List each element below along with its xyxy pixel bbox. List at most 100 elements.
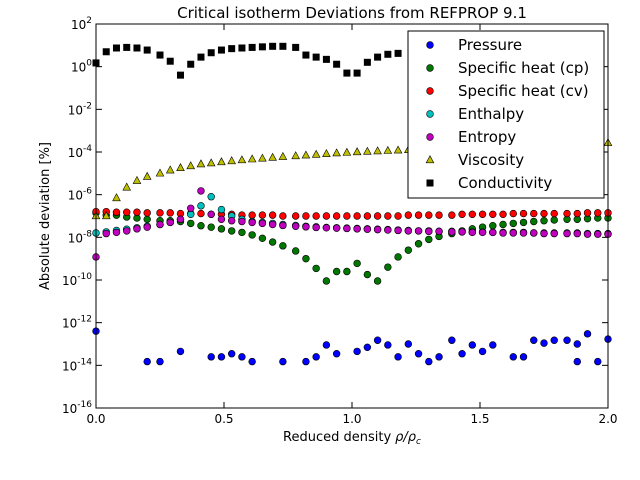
data-point-specific-heat-cp	[353, 259, 361, 268]
data-point-viscosity	[142, 171, 152, 180]
data-point-specific-heat-cv	[519, 209, 528, 218]
data-point-specific-heat-cp	[363, 270, 372, 279]
data-point-specific-heat-cp	[394, 253, 402, 261]
y-tick-label: 10-12	[62, 315, 92, 331]
data-point-pressure	[414, 350, 423, 358]
data-point-entropy	[373, 225, 382, 234]
data-point-viscosity	[132, 175, 142, 184]
data-point-viscosity	[101, 211, 111, 220]
data-point-pressure	[217, 353, 226, 361]
data-point-entropy	[384, 226, 392, 234]
data-point-specific-heat-cv	[489, 210, 497, 219]
data-point-conductivity	[292, 43, 300, 51]
data-point-specific-heat-cv	[133, 208, 141, 216]
series-pressure	[92, 327, 612, 366]
x-axis-ticks: 0.0 0.5 1.0 1.5 2.0	[86, 24, 618, 426]
data-point-viscosity	[155, 168, 165, 177]
data-point-specific-heat-cv	[435, 211, 443, 219]
data-point-viscosity	[383, 145, 393, 154]
data-point-specific-heat-cv	[509, 209, 517, 218]
data-point-entropy	[489, 228, 497, 237]
data-point-viscosity	[176, 163, 185, 171]
data-point-pressure	[176, 347, 185, 356]
data-point-viscosity	[122, 182, 132, 191]
data-point-specific-heat-cv	[197, 209, 205, 218]
legend-label: Specific heat (cv)	[458, 82, 589, 100]
data-point-conductivity	[176, 71, 184, 79]
data-point-specific-heat-cp	[414, 240, 423, 248]
data-point-specific-heat-cp	[258, 234, 267, 243]
data-point-entropy	[435, 227, 443, 236]
x-tick-label: 0.0	[86, 412, 105, 426]
legend-label: Pressure	[458, 36, 522, 54]
data-point-conductivity	[279, 42, 287, 50]
data-point-viscosity	[196, 159, 206, 168]
data-point-specific-heat-cp	[322, 277, 331, 285]
data-point-entropy	[291, 222, 300, 230]
data-point-viscosity	[373, 146, 382, 155]
data-point-entropy	[166, 218, 174, 227]
data-point-specific-heat-cv	[279, 212, 287, 220]
data-point-specific-heat-cv	[123, 208, 131, 216]
data-point-viscosity	[311, 149, 321, 158]
legend-marker-pressure	[426, 41, 434, 49]
data-point-entropy	[133, 225, 141, 233]
data-point-specific-heat-cv	[156, 209, 164, 217]
data-point-entropy	[123, 227, 131, 235]
data-point-entropy	[143, 223, 151, 231]
data-point-viscosity	[258, 153, 267, 162]
data-point-specific-heat-cv	[258, 211, 267, 219]
data-point-entropy	[258, 219, 267, 228]
x-tick-label: 1.0	[342, 412, 361, 426]
data-point-pressure	[363, 343, 372, 352]
y-tick-label: 10-4	[68, 144, 93, 160]
legend-item-specific-heat-cp: Specific heat (cp)	[426, 59, 589, 77]
data-point-viscosity	[291, 151, 300, 160]
data-point-specific-heat-cv	[583, 209, 592, 217]
data-point-entropy	[363, 225, 372, 233]
data-point-enthalpy	[207, 193, 215, 201]
data-point-entropy	[425, 227, 433, 236]
x-tick-label: 1.5	[470, 412, 489, 426]
data-point-pressure	[519, 353, 528, 361]
data-point-entropy	[583, 230, 592, 238]
data-point-specific-heat-cp	[425, 235, 433, 244]
data-point-pressure	[312, 353, 320, 361]
data-point-entropy	[207, 210, 215, 219]
data-point-specific-heat-cv	[448, 211, 456, 219]
data-point-specific-heat-cp	[302, 254, 310, 263]
legend-label: Enthalpy	[458, 105, 524, 123]
legend-marker-viscosity	[425, 155, 435, 164]
data-point-viscosity	[268, 152, 277, 161]
data-point-specific-heat-cp	[499, 220, 507, 229]
data-point-pressure	[332, 350, 341, 358]
data-point-specific-heat-cp	[197, 222, 205, 230]
data-point-pressure	[540, 339, 548, 347]
data-point-pressure	[489, 341, 497, 349]
data-point-specific-heat-cv	[312, 212, 320, 220]
data-point-specific-heat-cp	[384, 263, 392, 271]
data-point-conductivity	[133, 44, 141, 52]
data-point-specific-heat-cv	[404, 211, 413, 219]
data-point-entropy	[458, 228, 466, 236]
data-point-conductivity	[269, 42, 277, 50]
data-point-specific-heat-cv	[143, 209, 151, 217]
data-point-entropy	[404, 227, 413, 235]
data-point-entropy	[478, 228, 487, 237]
x-axis-title-subscript: c	[416, 437, 421, 447]
y-tick-label: 10-8	[68, 229, 93, 245]
data-point-specific-heat-cp	[187, 219, 195, 228]
legend-item-pressure: Pressure	[426, 36, 522, 54]
data-point-entropy	[322, 224, 331, 232]
data-point-pressure	[373, 336, 382, 344]
data-point-entropy	[550, 229, 558, 238]
data-point-pressure	[302, 357, 310, 366]
data-point-entropy	[312, 223, 320, 232]
data-point-specific-heat-cv	[414, 211, 423, 219]
data-point-specific-heat-cp	[540, 217, 548, 225]
legend-label: Entropy	[458, 128, 516, 146]
data-point-specific-heat-cv	[573, 209, 581, 218]
y-axis-ticks: 10-16 10-14 10-12 10-10 10-8 10-6 10-4 10-2 100 1…	[62, 16, 608, 416]
data-point-entropy	[509, 229, 517, 237]
data-point-specific-heat-cv	[594, 209, 602, 217]
